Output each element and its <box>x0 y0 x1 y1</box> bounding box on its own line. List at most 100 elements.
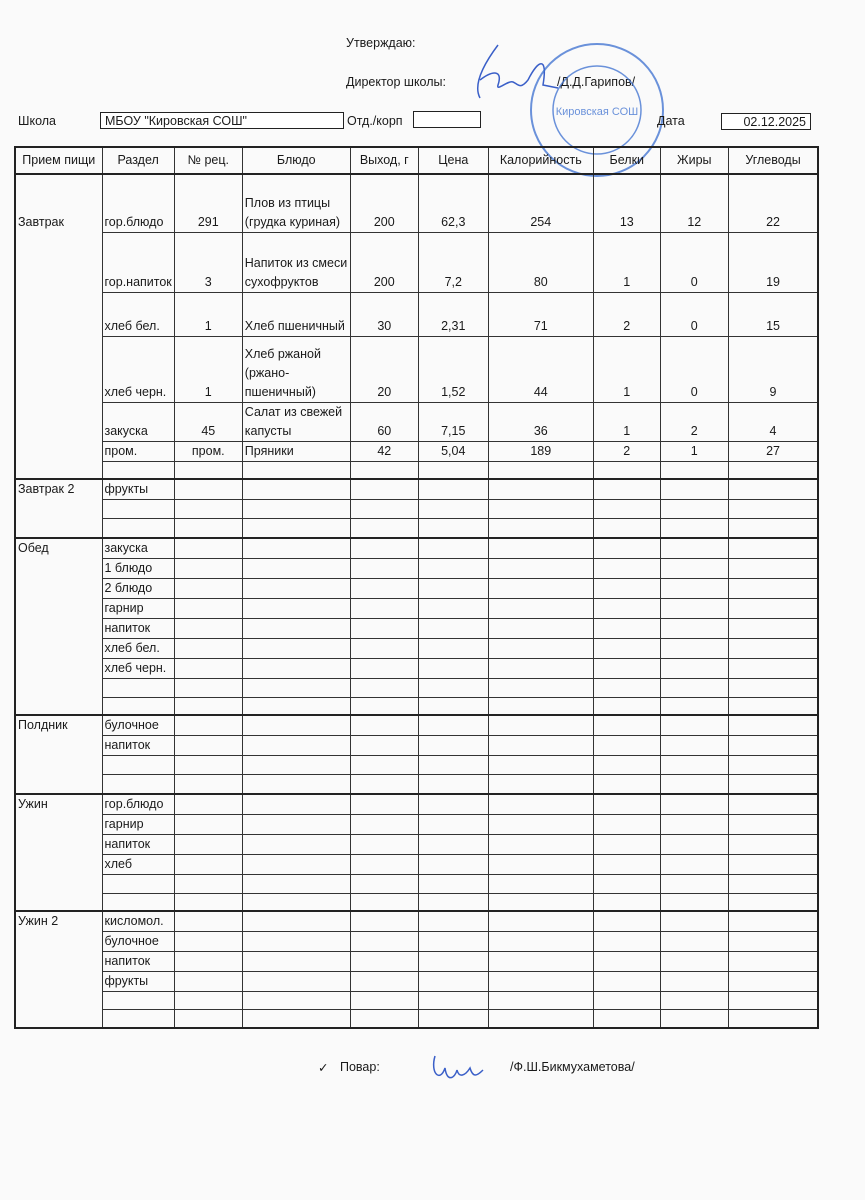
price-cell: 2,31 <box>417 291 489 337</box>
proteins-cell <box>592 774 661 794</box>
meal-cell: Обед <box>14 536 103 558</box>
table-row: напиток <box>14 833 819 855</box>
proteins-cell <box>592 460 661 480</box>
fats-cell <box>659 557 729 579</box>
yield-cell <box>349 714 419 736</box>
recipe-no-cell <box>173 873 243 894</box>
table-row: гор.напиток 3 Напиток из смеси сухофруктов… <box>14 231 819 293</box>
calories-cell <box>487 873 594 894</box>
carbs-cell <box>727 696 819 716</box>
proteins-cell <box>592 735 661 756</box>
table-row <box>14 991 819 1010</box>
yield-cell <box>349 677 419 698</box>
table-row: закуска 45 Салат из свежей капусты 60 7,15 36… <box>14 401 819 442</box>
section-cell: хлеб черн. <box>101 335 175 403</box>
proteins-cell <box>592 714 661 736</box>
meal-cell <box>14 232 103 292</box>
price-cell <box>417 910 489 932</box>
yield-cell <box>349 536 419 559</box>
section-cell <box>101 499 175 519</box>
meal-cell <box>14 461 103 480</box>
cook-signature <box>433 1055 484 1079</box>
proteins-cell <box>592 518 661 538</box>
meal-cell <box>14 598 103 618</box>
fats-cell <box>659 478 729 500</box>
fats-cell <box>659 792 729 815</box>
fats-cell <box>659 696 729 716</box>
carbs-cell <box>727 755 819 775</box>
fats-cell: 12 <box>659 173 729 233</box>
proteins-cell <box>592 499 661 519</box>
meal-cell <box>14 854 103 874</box>
yield-cell <box>349 755 419 775</box>
dish-cell <box>241 617 351 639</box>
svg-text:Кировская СОШ: Кировская СОШ <box>556 106 639 118</box>
table-row <box>14 518 819 539</box>
director-name: /Д.Д.Гарипов/ <box>557 75 636 89</box>
price-cell <box>417 460 489 480</box>
calories-cell <box>487 460 594 480</box>
dish-cell <box>241 792 351 815</box>
calories-cell <box>487 833 594 855</box>
fats-cell <box>659 931 729 952</box>
section-cell <box>101 696 175 716</box>
yield-cell: 200 <box>349 231 419 293</box>
dish-cell <box>241 853 351 875</box>
price-cell <box>417 1009 489 1028</box>
school-field[interactable]: МБОУ "Кировская СОШ" <box>100 112 344 129</box>
calories-cell <box>487 1009 594 1028</box>
calories-cell <box>487 597 594 619</box>
column-header: № рец. <box>173 146 243 175</box>
section-cell: фрукты <box>101 971 175 992</box>
carbs-cell <box>727 577 819 599</box>
carbs-cell <box>727 892 819 912</box>
fats-cell <box>659 637 729 659</box>
recipe-no-cell <box>173 597 243 619</box>
carbs-cell <box>727 991 819 1010</box>
fats-cell <box>659 853 729 875</box>
carbs-cell: 4 <box>727 401 819 442</box>
proteins-cell <box>592 792 661 815</box>
dish-cell <box>241 813 351 835</box>
yield-cell <box>349 499 419 519</box>
dish-cell <box>241 696 351 716</box>
proteins-cell <box>592 991 661 1010</box>
yield-cell: 200 <box>349 173 419 233</box>
calories-cell: 71 <box>487 291 594 337</box>
director-label: Директор школы: <box>346 75 446 89</box>
section-cell <box>101 677 175 698</box>
yield-cell <box>349 657 419 679</box>
calories-cell: 254 <box>487 173 594 233</box>
price-cell <box>417 637 489 659</box>
table-row <box>14 873 819 894</box>
yield-cell <box>349 910 419 932</box>
fats-cell <box>659 460 729 480</box>
fats-cell <box>659 971 729 992</box>
proteins-cell <box>592 557 661 579</box>
fats-cell <box>659 910 729 932</box>
yield-cell <box>349 813 419 835</box>
dept-field[interactable] <box>413 111 481 128</box>
proteins-cell: 2 <box>592 291 661 337</box>
date-field[interactable]: 02.12.2025 <box>721 113 811 130</box>
carbs-cell <box>727 597 819 619</box>
calories-cell <box>487 951 594 972</box>
proteins-cell <box>592 677 661 698</box>
recipe-no-cell <box>173 557 243 579</box>
dish-cell <box>241 536 351 559</box>
price-cell <box>417 774 489 794</box>
carbs-cell <box>727 873 819 894</box>
yield-cell <box>349 833 419 855</box>
table-row: 1 блюдо <box>14 557 819 579</box>
yield-cell <box>349 951 419 972</box>
meal-cell <box>14 697 103 716</box>
price-cell <box>417 597 489 619</box>
calories-cell <box>487 677 594 698</box>
column-header: Белки <box>592 146 661 175</box>
dish-cell <box>241 597 351 619</box>
table-row: гарнир <box>14 813 819 835</box>
proteins-cell: 1 <box>592 231 661 293</box>
price-cell <box>417 853 489 875</box>
fats-cell <box>659 1009 729 1028</box>
recipe-no-cell <box>173 518 243 538</box>
